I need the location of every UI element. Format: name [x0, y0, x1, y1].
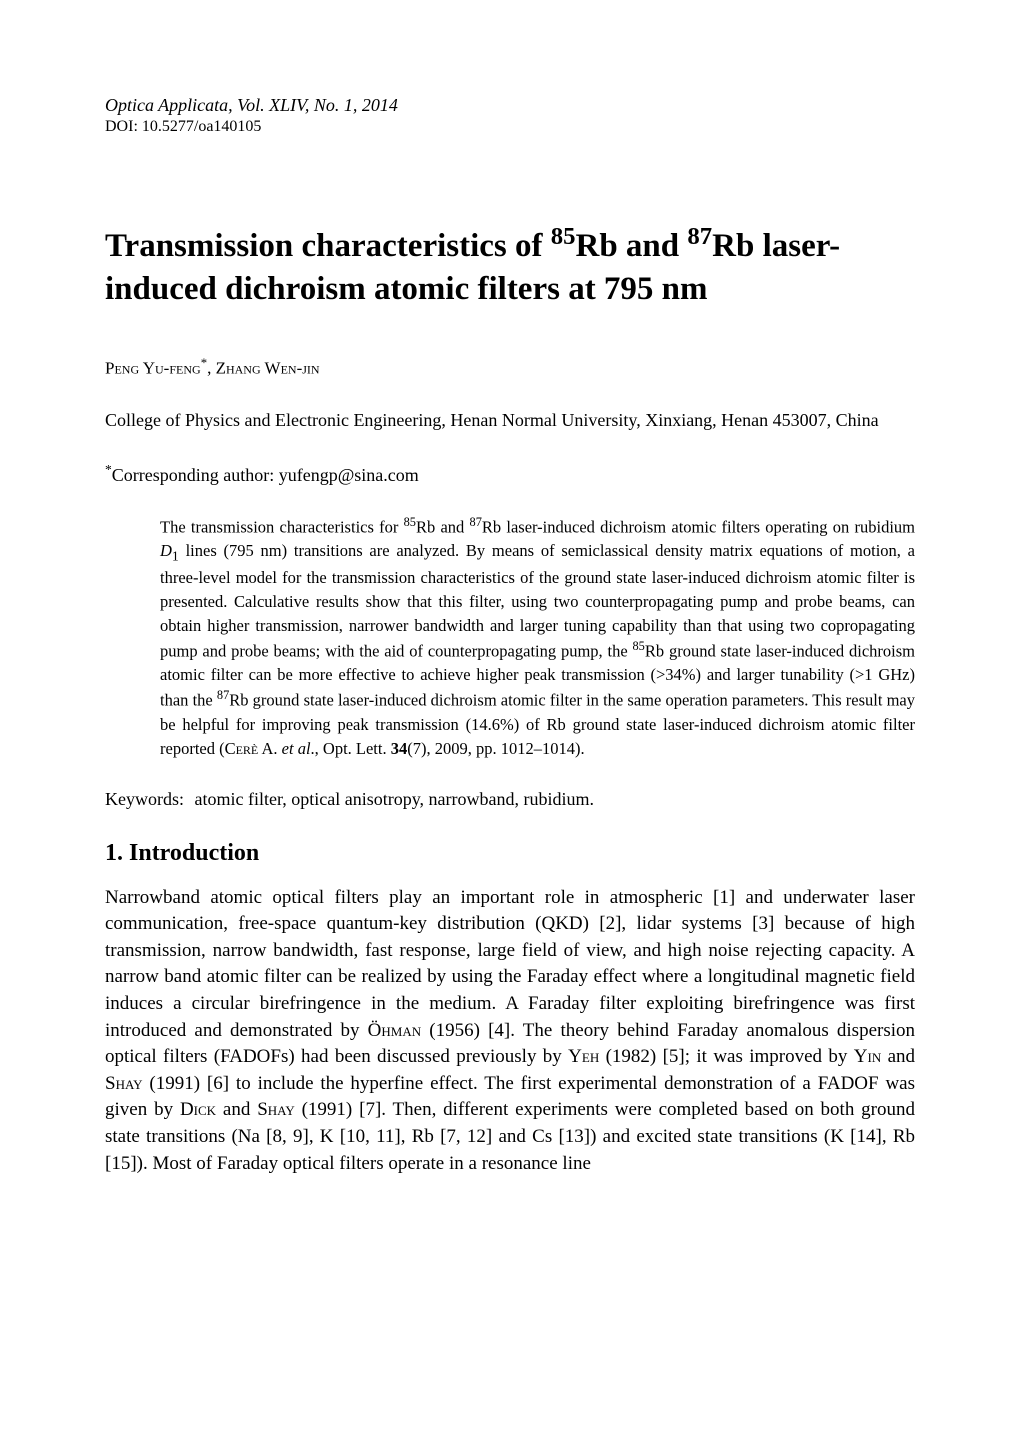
- abstract: The transmission characteristics for 85R…: [160, 514, 915, 761]
- corresponding-author: *Corresponding author: yufengp@sina.com: [105, 462, 915, 486]
- article-title: Transmission characteristics of 85Rb and…: [105, 221, 915, 311]
- keywords-label: Keywords:: [105, 789, 190, 810]
- journal-citation: Optica Applicata, Vol. XLIV, No. 1, 2014: [105, 95, 915, 116]
- affiliation: College of Physics and Electronic Engine…: [105, 408, 915, 433]
- keywords-text: atomic filter, optical anisotropy, narro…: [195, 789, 595, 809]
- keywords: Keywords: atomic filter, optical anisotr…: [105, 789, 915, 810]
- authors: Peng Yu-feng*, Zhang Wen-jin: [105, 356, 915, 379]
- doi: DOI: 10.5277/oa140105: [105, 118, 915, 136]
- section-heading-introduction: 1. Introduction: [105, 840, 915, 867]
- introduction-body: Narrowband atomic optical filters play a…: [105, 885, 915, 1178]
